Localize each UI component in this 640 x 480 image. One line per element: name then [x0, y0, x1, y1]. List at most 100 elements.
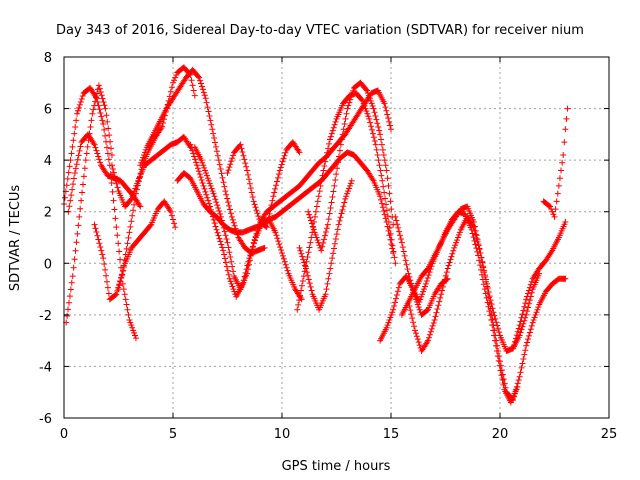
data-point	[248, 189, 255, 196]
data-point	[225, 244, 232, 251]
data-point	[328, 199, 335, 206]
data-point	[342, 195, 349, 202]
data-point	[103, 278, 110, 285]
data-point	[253, 230, 260, 237]
data-point	[104, 150, 111, 157]
data-point	[254, 210, 261, 217]
data-point	[408, 311, 415, 318]
x-tick-label: 5	[169, 427, 177, 442]
data-point	[99, 95, 106, 102]
data-point	[212, 143, 219, 150]
series-track-19	[510, 219, 569, 352]
data-point	[386, 190, 393, 197]
data-point	[218, 170, 225, 177]
data-point	[223, 191, 230, 198]
data-point	[103, 272, 110, 279]
data-point	[212, 139, 219, 146]
data-point	[197, 77, 204, 84]
data-point	[230, 152, 237, 159]
data-point	[92, 225, 99, 232]
data-point	[398, 239, 405, 246]
data-point	[478, 254, 485, 261]
data-point	[347, 180, 354, 187]
data-point	[114, 184, 121, 191]
data-point	[224, 267, 231, 274]
data-point	[497, 362, 504, 369]
data-point	[306, 280, 313, 287]
data-point	[75, 107, 82, 114]
data-point	[322, 158, 329, 165]
data-point	[495, 325, 502, 332]
data-point	[443, 269, 450, 276]
data-point	[364, 87, 371, 94]
data-point	[411, 327, 418, 334]
data-point	[272, 185, 279, 192]
data-point	[81, 165, 88, 172]
data-point	[330, 250, 337, 257]
data-point	[555, 182, 562, 189]
data-point	[493, 337, 500, 344]
data-point	[110, 169, 117, 176]
data-point	[255, 213, 262, 220]
data-point	[72, 247, 79, 254]
data-point	[68, 192, 75, 199]
data-point	[367, 119, 374, 126]
data-point	[71, 130, 78, 137]
data-point	[225, 271, 232, 278]
data-point	[413, 333, 420, 340]
data-point	[171, 77, 178, 84]
data-point	[551, 213, 558, 220]
data-point	[118, 275, 125, 282]
data-point	[227, 254, 234, 261]
data-point	[333, 231, 340, 238]
data-point	[70, 175, 77, 182]
data-point	[479, 258, 486, 265]
data-point	[510, 345, 517, 352]
data-point	[385, 319, 392, 326]
data-point	[109, 165, 116, 172]
data-point	[369, 102, 376, 109]
data-point	[199, 179, 206, 186]
data-point	[61, 194, 68, 201]
data-point	[333, 171, 340, 178]
data-point	[217, 238, 224, 245]
data-point	[245, 171, 252, 178]
data-point	[203, 99, 210, 106]
data-point	[261, 244, 268, 251]
data-point	[127, 196, 134, 203]
data-point	[307, 214, 314, 221]
data-point	[229, 283, 236, 290]
data-point	[428, 325, 435, 332]
data-point	[226, 206, 233, 213]
data-point	[72, 165, 79, 172]
data-point	[525, 336, 532, 343]
data-point	[220, 247, 227, 254]
data-point	[278, 161, 285, 168]
data-point	[492, 315, 499, 322]
data-point	[372, 112, 379, 119]
data-point	[344, 105, 351, 112]
data-point	[434, 305, 441, 312]
data-point	[476, 246, 483, 253]
data-point	[482, 276, 489, 283]
data-point	[383, 207, 390, 214]
data-point	[386, 224, 393, 231]
data-point	[304, 254, 311, 261]
data-point	[386, 118, 393, 125]
data-point	[191, 92, 198, 99]
axis-ticks	[63, 56, 610, 419]
series-track-10	[174, 149, 397, 256]
data-point	[384, 175, 391, 182]
data-point	[324, 221, 331, 228]
data-point	[77, 98, 84, 105]
data-point	[329, 193, 336, 200]
data-point	[137, 203, 144, 210]
data-point	[70, 181, 77, 188]
data-point	[345, 102, 352, 109]
data-point	[264, 219, 271, 226]
data-point	[415, 339, 422, 346]
data-point	[390, 248, 397, 255]
data-point	[219, 174, 226, 181]
data-point	[282, 261, 289, 268]
data-point	[277, 164, 284, 171]
